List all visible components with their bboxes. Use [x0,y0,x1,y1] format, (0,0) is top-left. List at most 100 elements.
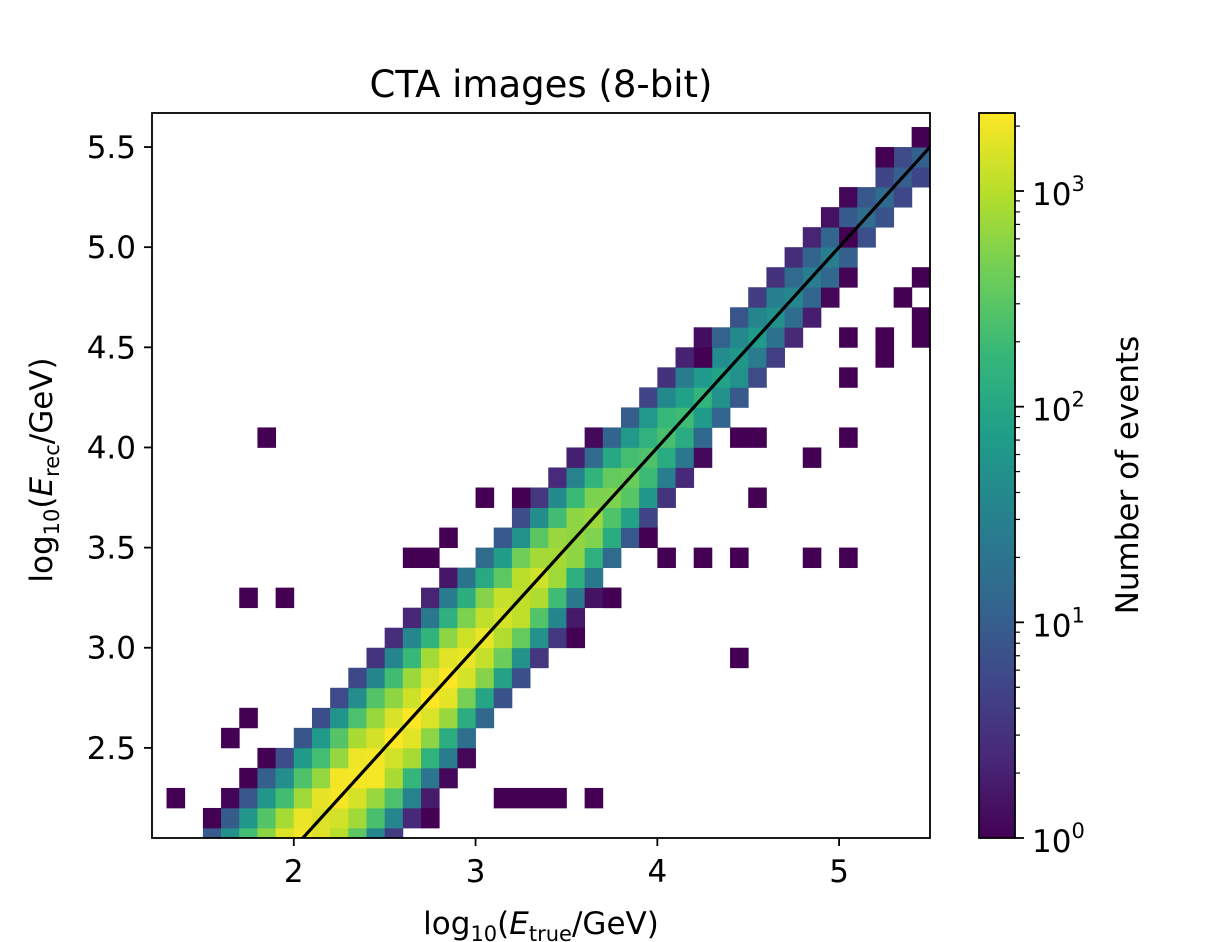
heatmap-cell [239,587,258,609]
heatmap-cell [384,687,404,709]
heatmap-cell [493,547,513,569]
heatmap-cell [384,807,404,829]
heatmap-cell [475,487,495,508]
heatmap-cell [657,467,676,488]
y-label-var: E [24,476,60,496]
heatmap-cell [693,547,713,569]
heatmap-cell [748,307,767,328]
y-label-open: ( [24,496,60,508]
heatmap-cell [384,767,404,789]
heatmap-cell [421,707,440,729]
heatmap-cell [820,287,840,308]
heatmap-cell [730,647,749,669]
chart-title: CTA images (8-bit) [370,63,713,106]
heatmap-cell [548,567,567,589]
heatmap-cell [620,427,640,448]
heatmap-cell [548,787,567,809]
heatmap-cell [293,827,313,838]
heatmap-cell [275,767,295,789]
heatmap-cell [493,687,513,709]
heatmap-cell [893,187,913,208]
y-label-var-sub: rec [40,444,64,477]
heatmap-cell [275,827,295,838]
heatmap-cell [639,487,658,508]
heatmap-cell [639,467,658,488]
heatmap-cell [839,187,858,208]
heatmap-cell [602,587,622,609]
heatmap-cell [439,767,458,789]
heatmap-cell [493,587,513,609]
heatmap-cell [802,227,822,248]
heatmap-cell [711,387,731,408]
heatmap-cell [548,607,567,629]
heatmap-cell [693,347,713,368]
heatmap-cell [639,427,658,448]
heatmap-cell [784,327,804,348]
heatmap-cell [548,487,567,508]
heatmap-cell [584,487,604,508]
heatmap-cell [639,407,658,428]
heatmap-cell [421,747,440,769]
heatmap-cell [620,527,640,548]
heatmap-cell [293,727,313,749]
heatmap-cell [293,747,313,769]
heatmap-cell [584,447,604,468]
heatmap-cell [366,827,386,838]
y-label-unit: /GeV) [24,357,60,444]
heatmap-cell [530,507,549,528]
heatmap-cell [730,387,749,408]
heatmap-cell [511,627,531,649]
heatmap-cell [875,327,895,348]
heatmap-cell [911,307,930,328]
heatmap-cell [730,327,749,348]
heatmap-cell [857,227,876,248]
heatmap-cell [730,427,749,448]
heatmap-cell [839,327,858,348]
heatmap-cell [475,587,495,609]
heatmap-cell [402,727,422,749]
heatmap-cell [839,247,858,268]
heatmap-cell [275,787,295,809]
heatmap-cell [493,647,513,669]
heatmap-cell [748,287,767,308]
heatmap-cell [566,547,586,569]
heatmap-cell [421,767,440,789]
y-label-log-base: 10 [40,509,64,536]
heatmap-cell [548,507,567,528]
heatmap-cell [239,767,258,789]
identity-line [300,145,930,838]
heatmap-cell [748,427,767,448]
heatmap-cell [584,587,604,609]
heatmap-cell [257,787,277,809]
colorbar-ticks: 100 101 102 103 [1015,125,1085,860]
heatmap-cell [839,367,858,388]
heatmap-cell [584,567,604,589]
heatmap-cell [857,187,876,208]
heatmap-cell [911,327,930,348]
heatmap-cell [602,467,622,488]
heatmap-cell [620,487,640,508]
heatmap-cell [784,267,804,288]
heatmap-cell [602,427,622,448]
heatmap-cell [802,287,822,308]
heatmap-cell [893,147,913,168]
heatmap-cell [657,447,676,468]
heatmap-cell [402,687,422,709]
heatmap-cell [548,627,567,649]
heatmap-cell [421,607,440,629]
heatmap-cell [457,727,476,749]
heatmap-cell [566,467,586,488]
heatmap-cell [602,507,622,528]
heatmap-cell [275,807,295,829]
heatmap-cell [457,587,476,609]
heatmap-cell [784,247,804,268]
heatmap-cell [457,687,476,709]
heatmap-cell [293,807,313,829]
heatmap-cell [875,147,895,168]
heatmap-cell [239,807,258,829]
heatmap-cell [530,587,549,609]
heatmap-cell [530,607,549,629]
heatmap-cell [330,727,349,749]
heatmap-cell [330,827,349,838]
colorbar [978,112,1016,839]
